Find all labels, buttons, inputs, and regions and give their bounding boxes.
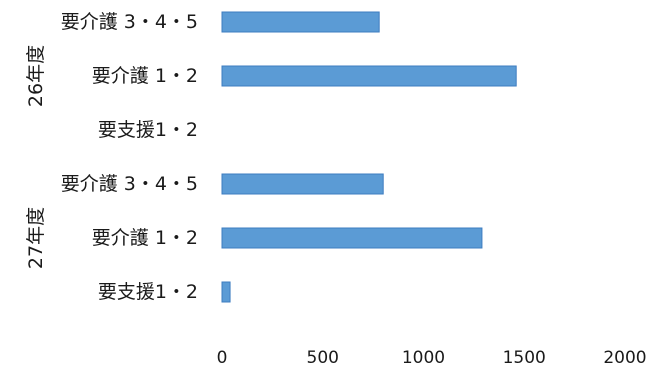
category-label: 要支援1・2 [98,281,198,303]
bar [221,173,384,195]
x-tick-label: 1000 [402,348,445,368]
bar [221,11,380,33]
category-label: 要介護 3・4・5 [61,173,198,195]
bar [221,227,483,249]
category-label: 要介護 3・4・5 [61,11,198,33]
group-label: 27年度 [25,207,47,269]
x-tick-label: 0 [217,348,228,368]
x-tick-label: 1500 [503,348,546,368]
x-tick-label: 2000 [603,348,646,368]
category-label: 要介護 1・2 [92,227,198,249]
group-label: 26年度 [25,45,47,107]
x-tick-label: 500 [307,348,339,368]
bar [221,65,517,87]
bar [221,281,231,303]
category-label: 要介護 1・2 [92,65,198,87]
category-label: 要支援1・2 [98,119,198,141]
